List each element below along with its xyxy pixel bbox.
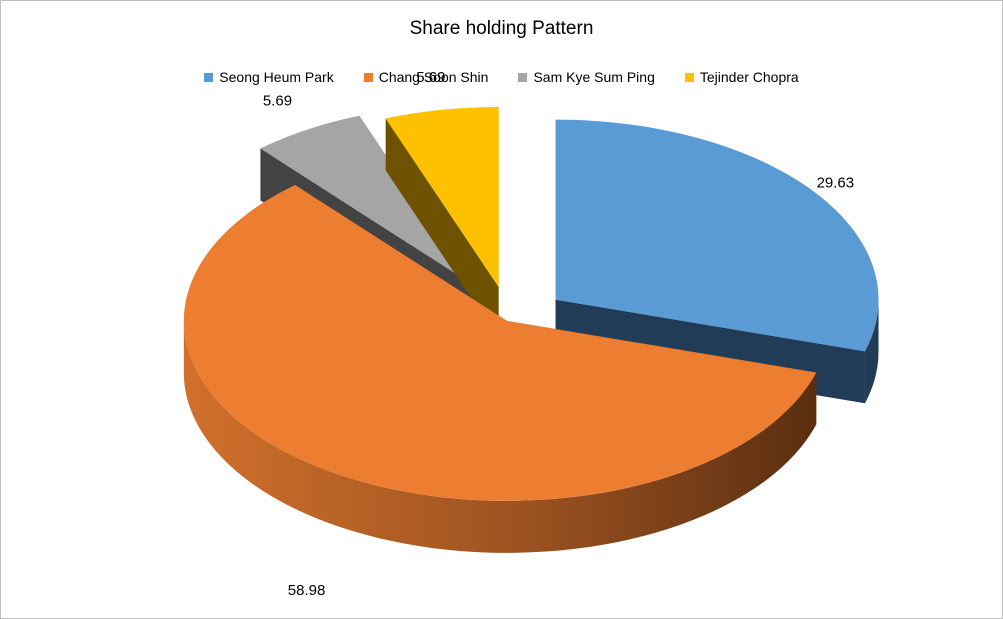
data-label-sam-kye-sum-ping: 5.69 — [263, 93, 292, 110]
slice-wall-tejinder-chopra-0 — [385, 118, 499, 340]
legend-item-seong-heum-park: Seong Heum Park — [204, 69, 334, 85]
legend-swatch — [518, 72, 528, 82]
legend-label: Seong Heum Park — [219, 69, 334, 85]
pie-slice-sam-kye-sum-ping — [260, 115, 473, 285]
legend-label: Tejinder Chopra — [699, 69, 799, 85]
legend-item-sam-kye-sum-ping: Sam Kye Sum Ping — [518, 69, 655, 85]
legend-item-tejinder-chopra: Tejinder Chopra — [684, 69, 799, 85]
data-label-tejinder-chopra: 5.69 — [416, 69, 445, 86]
pie-slice-seong-heum-park — [555, 119, 879, 352]
data-label-seong-heum-park: 29.63 — [817, 175, 855, 192]
slice-side-chang-soon-shin — [183, 320, 817, 553]
pie-slice-chang-soon-shin — [183, 184, 817, 501]
chart-title: Share holding Pattern — [409, 18, 594, 39]
legend: Seong Heum Park Chang Soon Shin Sam Kye … — [1, 69, 1002, 85]
slice-side-seong-heum-park — [864, 299, 879, 404]
legend-swatch — [684, 72, 694, 82]
legend-label: Sam Kye Sum Ping — [533, 69, 655, 85]
legend-label: Chang Soon Shin — [378, 69, 489, 85]
data-label-chang-soon-shin: 58.98 — [288, 582, 326, 599]
legend-swatch — [204, 72, 214, 82]
legend-swatch — [363, 72, 373, 82]
pie-slice-tejinder-chopra — [385, 107, 499, 288]
legend-item-chang-soon-shin: Chang Soon Shin — [363, 69, 489, 85]
